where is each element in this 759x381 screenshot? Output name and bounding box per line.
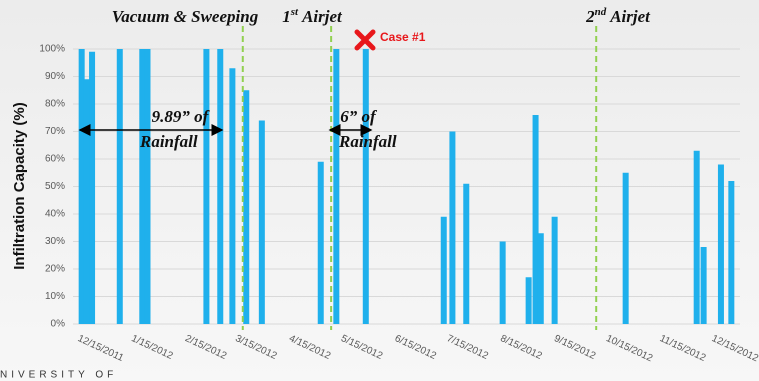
event-num: 2 bbox=[585, 7, 595, 26]
x-tick-label: 11/15/2012 bbox=[658, 333, 708, 364]
x-tick-label: 10/15/2012 bbox=[604, 333, 654, 364]
event-label: 1st Airjet bbox=[282, 6, 343, 26]
x-tick-label: 12/15/2012 bbox=[710, 333, 759, 364]
y-tick-label: 70% bbox=[45, 126, 65, 137]
footer: NIVERSITY OF bbox=[0, 370, 117, 381]
bar bbox=[89, 51, 96, 324]
x-tick-label: 2/15/2012 bbox=[183, 333, 228, 362]
y-axis-title: Infiltration Capacity (%) bbox=[11, 102, 28, 270]
rainfall-label: Rainfall bbox=[338, 132, 397, 151]
event-label: Vacuum & Sweeping bbox=[112, 7, 259, 26]
bar bbox=[463, 183, 470, 324]
bar bbox=[83, 79, 90, 324]
event-sup: nd bbox=[595, 6, 607, 18]
y-tick-label: 90% bbox=[45, 71, 65, 82]
x-tick-label: 9/15/2012 bbox=[552, 333, 597, 362]
x-tick-label: 5/15/2012 bbox=[339, 333, 384, 362]
y-tick-label: 0% bbox=[51, 319, 66, 330]
bar bbox=[139, 49, 146, 324]
y-tick-label: 20% bbox=[45, 264, 65, 275]
bar bbox=[362, 49, 369, 324]
bar bbox=[116, 49, 123, 324]
bar bbox=[217, 49, 224, 324]
rainfall-label: Rainfall bbox=[139, 132, 198, 151]
bar bbox=[243, 90, 250, 324]
bar bbox=[258, 120, 265, 324]
bar bbox=[551, 216, 558, 324]
bar bbox=[440, 216, 447, 324]
bar bbox=[499, 241, 506, 324]
x-tick-label: 12/15/2011 bbox=[76, 333, 126, 364]
x-tick-label: 1/15/2012 bbox=[130, 333, 175, 362]
rainfall-amount: 9.89” of bbox=[152, 107, 211, 126]
x-tick-label: 4/15/2012 bbox=[287, 333, 332, 362]
bar bbox=[229, 68, 236, 324]
bar bbox=[622, 172, 629, 324]
bar bbox=[537, 233, 544, 324]
bar bbox=[449, 131, 456, 324]
event-text: Airjet bbox=[301, 7, 343, 26]
y-tick-label: 50% bbox=[45, 181, 65, 192]
x-tick-label: 3/15/2012 bbox=[233, 333, 278, 362]
y-tick-label: 30% bbox=[45, 236, 65, 247]
y-tick-label: 60% bbox=[45, 154, 65, 165]
bar bbox=[144, 49, 151, 324]
rainfall-amount: 6” of bbox=[340, 107, 378, 126]
bar bbox=[333, 49, 340, 324]
x-tick-label: 6/15/2012 bbox=[393, 333, 438, 362]
bar bbox=[203, 49, 210, 324]
y-tick-label: 80% bbox=[45, 99, 65, 110]
event-text: Airjet bbox=[609, 7, 651, 26]
bar bbox=[728, 181, 735, 324]
bar bbox=[717, 164, 724, 324]
bar bbox=[525, 277, 532, 324]
x-tick-label: 8/15/2012 bbox=[499, 333, 544, 362]
bar bbox=[317, 161, 324, 324]
event-label: 2nd Airjet bbox=[585, 6, 651, 26]
y-tick-label: 40% bbox=[45, 209, 65, 220]
bar bbox=[532, 115, 539, 324]
case-marker bbox=[354, 29, 376, 51]
bar bbox=[700, 247, 707, 324]
case-label: Case #1 bbox=[380, 30, 426, 44]
y-tick-label: 100% bbox=[39, 44, 65, 55]
y-tick-label: 10% bbox=[45, 291, 65, 302]
bar bbox=[693, 150, 700, 324]
event-sup: st bbox=[290, 6, 299, 18]
event-num: 1 bbox=[282, 7, 291, 26]
x-tick-label: 7/15/2012 bbox=[445, 333, 490, 362]
bar bbox=[78, 49, 85, 324]
